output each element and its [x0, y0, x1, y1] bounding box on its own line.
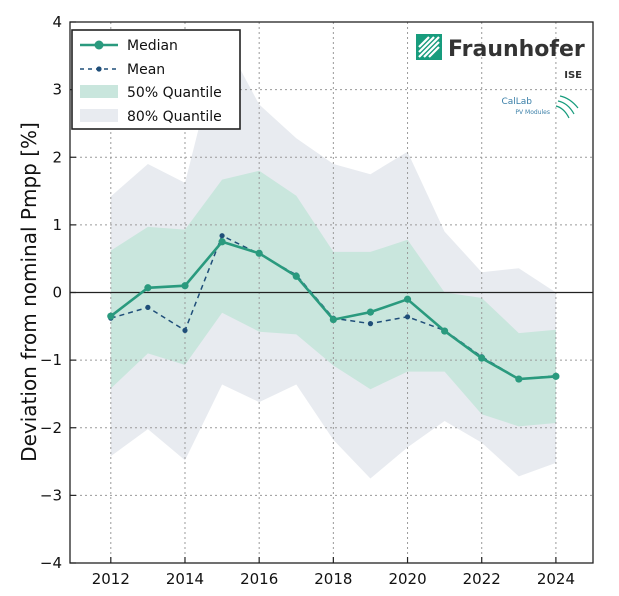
- point-median: [144, 284, 152, 292]
- y-tick-label: −2: [40, 419, 62, 437]
- point-median: [292, 272, 300, 280]
- x-tick-label: 2018: [314, 570, 352, 588]
- legend-50-quantile-patch: [80, 85, 118, 98]
- point-median: [441, 327, 449, 335]
- point-median: [329, 315, 337, 324]
- y-tick-label: −3: [40, 486, 62, 504]
- x-tick-label: 2014: [166, 570, 204, 588]
- point-median: [255, 249, 263, 257]
- fraunhofer-logo: Fraunhofer ISE: [416, 34, 585, 81]
- x-tick-label: 2020: [388, 570, 426, 588]
- y-tick-label: 2: [52, 148, 62, 166]
- y-tick-label: 0: [52, 284, 62, 302]
- callab-logo-text: CalLab: [501, 97, 532, 107]
- point-mean: [219, 233, 225, 239]
- point-median: [552, 372, 560, 380]
- series-lines: [107, 233, 560, 383]
- y-tick-label: −1: [40, 351, 62, 369]
- y-tick-label: 3: [52, 81, 62, 99]
- axes: 2012 2014 2016 2018 2020 2022 2024 −4 −3 −2 −1 0 1 2 3…: [40, 13, 594, 588]
- x-tick-label: 2024: [537, 570, 575, 588]
- point-mean: [145, 304, 151, 310]
- fraunhofer-logo-mark: [416, 34, 442, 60]
- callab-logo-subtext: PV Modules: [515, 109, 550, 116]
- y-tick-label: 4: [52, 13, 62, 31]
- x-tick-label: 2012: [92, 570, 130, 588]
- point-median: [366, 308, 375, 316]
- legend-80-quantile-label: 80% Quantile: [127, 109, 222, 125]
- legend-mean-marker: [96, 66, 102, 72]
- callab-logo: CalLab PV Modules: [501, 95, 579, 119]
- y-tick-label: 1: [52, 216, 62, 234]
- point-median: [403, 295, 412, 303]
- legend-median-label: Median: [127, 38, 178, 54]
- point-median: [107, 312, 115, 320]
- x-tick-label: 2016: [240, 570, 278, 588]
- y-tick-label: −4: [40, 554, 62, 572]
- point-median: [181, 282, 189, 290]
- point-median: [515, 375, 523, 383]
- fraunhofer-logo-text: Fraunhofer: [448, 37, 585, 62]
- fraunhofer-logo-subtext: ISE: [564, 70, 582, 81]
- callab-logo-swoosh-icon: [555, 95, 579, 119]
- legend-median-marker: [94, 40, 104, 50]
- point-mean: [367, 321, 374, 327]
- point-median: [478, 354, 486, 362]
- legend: Median Mean 50% Quantile 80% Quantile: [71, 29, 241, 130]
- point-median: [218, 238, 226, 246]
- point-mean: [182, 327, 188, 333]
- legend-80-quantile-patch: [80, 109, 118, 122]
- point-mean: [404, 314, 411, 320]
- y-axis-label: Deviation from nominal Pmpp [%]: [17, 122, 41, 462]
- x-tick-label: 2022: [463, 570, 501, 588]
- legend-mean-label: Mean: [127, 62, 165, 78]
- legend-50-quantile-label: 50% Quantile: [127, 85, 222, 101]
